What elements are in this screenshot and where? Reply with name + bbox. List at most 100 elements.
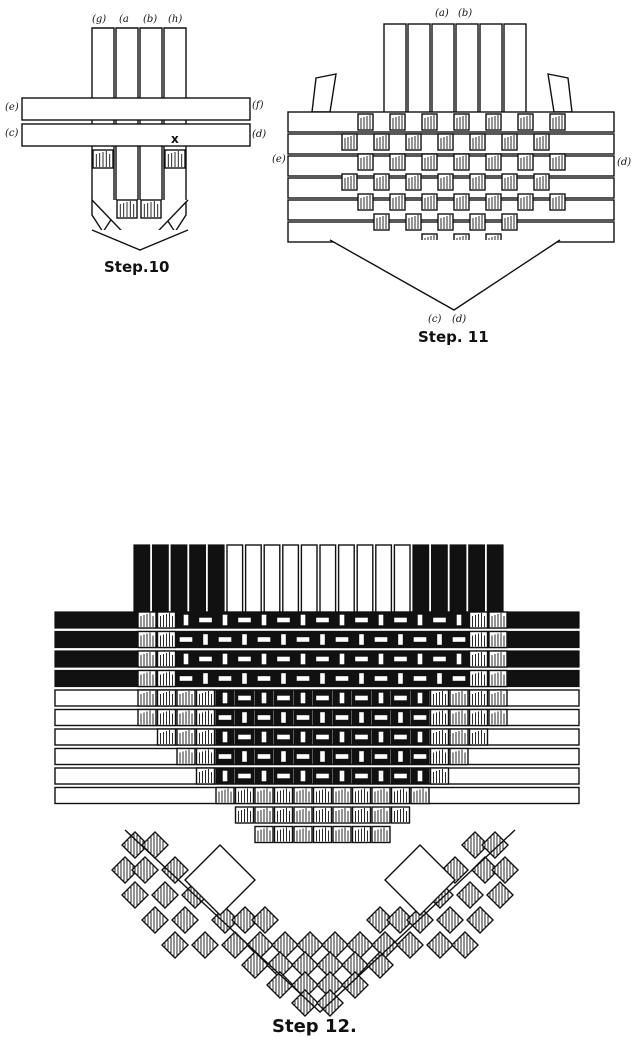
woven-cell-hatch: [355, 788, 368, 803]
step12-woven-cell: [488, 669, 508, 688]
step12-light-gap: [357, 671, 366, 686]
step10-horizontal-strips: [21, 97, 251, 147]
step12-light-gap: [431, 616, 448, 624]
step12-light-gap: [236, 655, 253, 663]
diamond-cell-hatch: [464, 834, 484, 856]
step11-woven-cell: [501, 213, 518, 231]
step12-woven-cell: [195, 767, 216, 785]
woven-cell-hatch: [452, 749, 466, 764]
step12-light-gap: [377, 652, 385, 666]
diamond-cell-hatch: [294, 954, 314, 976]
diamond-cell-hatch: [389, 909, 409, 931]
diamond-cell-box: [321, 931, 349, 959]
step12-woven-cell: [195, 747, 216, 766]
woven-cell-hatch: [440, 175, 451, 189]
step12-light-gap: [256, 635, 272, 644]
step10-label-e: (e): [5, 102, 19, 113]
step12-diamond-cell: [131, 856, 159, 884]
step12-woven-cell: [176, 708, 196, 727]
step12-light-gap: [178, 635, 194, 644]
diamond-cell-hatch: [439, 909, 459, 931]
step12-light-gap: [412, 674, 428, 683]
step12-woven-cell: [332, 825, 352, 844]
step12-caption: Step 12.: [272, 1016, 357, 1037]
woven-cell-hatch: [179, 691, 193, 705]
woven-cell-hatch: [355, 808, 368, 822]
diamond-cell-box: [366, 906, 394, 934]
step12-woven-cell: [156, 708, 177, 727]
diamond-cell-hatch: [134, 859, 154, 881]
step12-light-gap: [338, 691, 346, 705]
step12-light-gap: [353, 733, 370, 741]
step12-light-gap: [353, 655, 370, 663]
step12-woven-cell: [312, 825, 333, 844]
woven-cell-hatch: [520, 195, 531, 209]
woven-cell-hatch: [472, 215, 483, 229]
step12-diamond-cell: [486, 881, 514, 909]
step11-woven-cell: [373, 213, 390, 231]
step12-light-gap: [279, 632, 288, 647]
step12-light-gap: [299, 613, 307, 627]
woven-cell-box: [389, 193, 406, 211]
diamond-cell-box: [141, 906, 169, 934]
step12-diamond-cell: [491, 856, 519, 884]
woven-cell-hatch: [392, 195, 403, 209]
step11-woven-area: [329, 113, 566, 311]
step12-diamond-cell: [231, 906, 259, 934]
step12-diamond-cell: [151, 881, 179, 909]
diamond-cell-hatch: [164, 934, 184, 956]
woven-cell-hatch: [374, 788, 388, 803]
woven-cell-hatch: [472, 652, 485, 666]
step12-hole-left: [184, 844, 256, 916]
step12-woven-cell: [351, 806, 372, 824]
step12-diamond-cell: [426, 931, 454, 959]
step12-light-gap: [236, 772, 253, 780]
step12-light-gap: [197, 655, 214, 663]
diamond-cell-box: [486, 881, 514, 909]
diamond-cell-box: [366, 951, 394, 979]
step12-light-gap: [392, 694, 409, 702]
step12-diamond-cell: [161, 856, 189, 884]
step11-label-e: (e): [272, 154, 286, 165]
woven-cell-hatch: [392, 115, 403, 129]
woven-cell-box: [501, 173, 518, 191]
woven-cell-hatch: [394, 808, 407, 822]
step12-light-gap: [357, 632, 366, 647]
diamond-cell-hatch: [459, 884, 479, 906]
step12-light-gap: [240, 671, 249, 686]
step12-light-gap: [353, 772, 370, 780]
woven-cell-hatch: [277, 808, 290, 822]
diamond-cell-hatch: [324, 934, 344, 956]
woven-cell-box: [357, 113, 374, 131]
step12-light-gap: [275, 694, 292, 702]
step12-light-gap: [357, 710, 366, 725]
woven-cell-hatch: [456, 115, 467, 129]
woven-cell-hatch: [160, 710, 173, 725]
woven-cell-hatch: [218, 788, 232, 803]
step12-woven-cell: [195, 689, 216, 707]
step12-light-gap: [217, 713, 233, 722]
woven-cell-box: [549, 153, 566, 171]
step12-light-gap: [338, 730, 346, 744]
step12-diamond-cell: [161, 931, 189, 959]
diamond-cell-box: [171, 906, 199, 934]
step11-woven-cell: [517, 113, 534, 131]
woven-cell-hatch: [456, 155, 467, 169]
step12-woven-cell: [429, 728, 450, 746]
woven-cell-hatch: [179, 730, 193, 744]
step12-woven-cell: [429, 689, 450, 707]
woven-cell-hatch: [140, 652, 154, 666]
woven-cell-hatch: [238, 808, 251, 822]
step11-woven-cell: [389, 193, 406, 211]
woven-cell-hatch: [344, 175, 355, 189]
woven-cell-hatch: [472, 671, 485, 686]
woven-cell-box: [485, 193, 502, 211]
step11-woven-cell: [421, 113, 438, 131]
woven-cell-hatch: [160, 671, 173, 686]
woven-cell-hatch: [536, 175, 547, 189]
woven-cell-hatch: [472, 710, 485, 725]
step12-light-gap: [201, 632, 210, 647]
step12-light-gap: [236, 694, 253, 702]
diamond-cell-hatch: [489, 884, 509, 906]
woven-cell-hatch: [335, 808, 349, 822]
